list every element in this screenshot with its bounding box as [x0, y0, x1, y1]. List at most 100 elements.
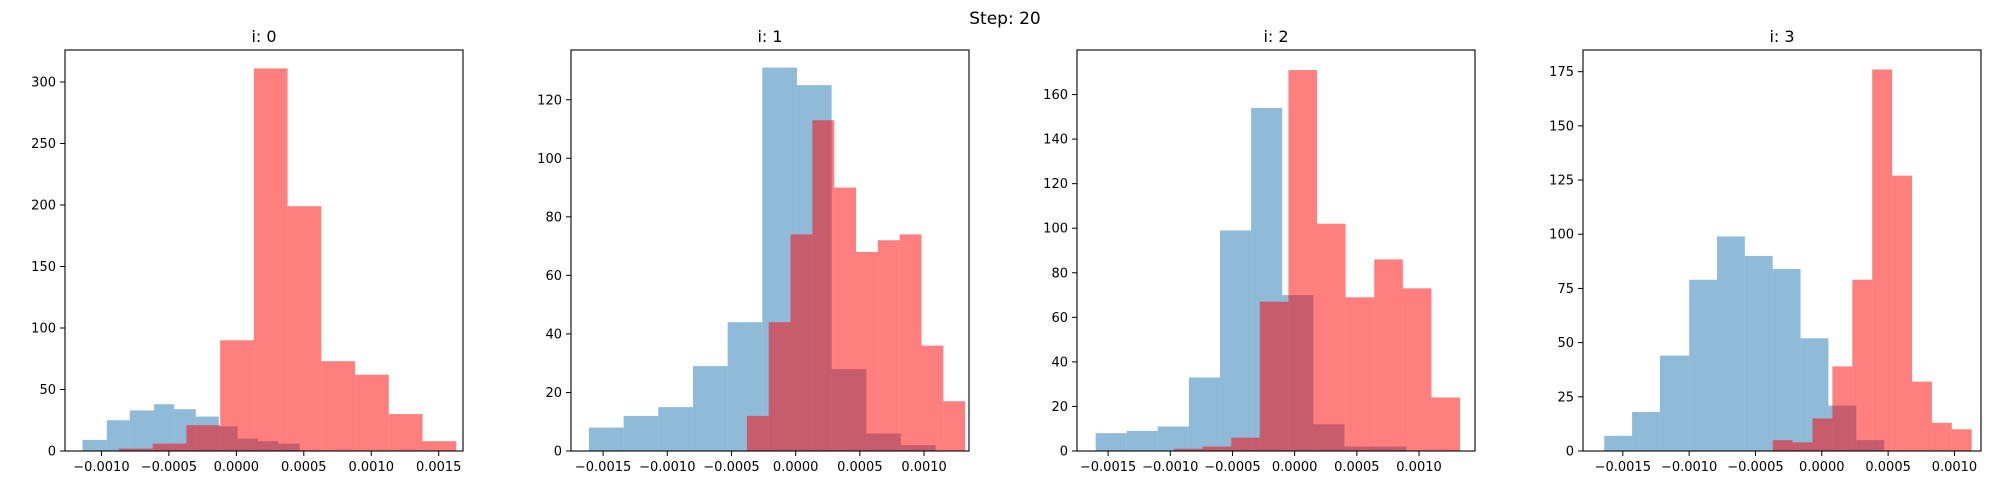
- histogram-bar: [588, 427, 624, 451]
- y-tick-label: 120: [537, 93, 562, 108]
- histogram-bar: [1812, 418, 1833, 451]
- x-tick-label: −0.0010: [1142, 460, 1198, 475]
- histogram-bar: [1604, 435, 1633, 451]
- y-tick-label: 0: [1060, 445, 1068, 460]
- histogram-bar: [1157, 426, 1189, 451]
- histogram-bar: [1402, 288, 1432, 451]
- x-tick-label: 0.0010: [349, 460, 395, 475]
- axes-frame: [1582, 49, 1982, 452]
- histogram-series-red: [118, 68, 457, 451]
- x-tick-label: −0.0015: [1595, 460, 1651, 475]
- histogram-bar: [1744, 255, 1773, 451]
- x-tick-label: −0.0005: [1204, 460, 1260, 475]
- histogram-bar: [1231, 437, 1260, 451]
- histogram-bar: [287, 206, 322, 451]
- histogram-bar: [1095, 433, 1127, 451]
- y-tick-label: 250: [31, 137, 56, 152]
- histogram-bar: [1317, 223, 1346, 451]
- x-tick-label: 0.0005: [1334, 460, 1380, 475]
- x-tick-label: 0.0000: [1272, 460, 1318, 475]
- histogram-bar: [943, 401, 966, 451]
- histogram-bar: [118, 448, 153, 451]
- y-tick-label: 150: [1549, 119, 1574, 134]
- y-tick-label: 50: [1557, 336, 1574, 351]
- histogram-bar: [623, 415, 659, 451]
- histogram-bar: [154, 404, 175, 451]
- histogram-bar: [129, 410, 155, 451]
- axes-frame: [1076, 49, 1476, 452]
- histogram-bar: [220, 340, 254, 451]
- histogram-bar: [1689, 279, 1717, 451]
- subplot-title: i: 1: [757, 27, 782, 46]
- y-tick-label: 200: [31, 198, 56, 213]
- y-tick-label: 100: [537, 152, 562, 167]
- x-tick-label: 0.0010: [901, 460, 947, 475]
- histogram-bar: [186, 425, 221, 451]
- y-tick-label: 300: [31, 75, 56, 90]
- histogram-bar: [82, 439, 107, 451]
- x-tick-label: −0.0010: [1661, 460, 1717, 475]
- x-tick-label: 0.0005: [1865, 460, 1911, 475]
- x-tick-label: 0.0000: [1799, 460, 1845, 475]
- y-tick-label: 0: [48, 445, 56, 460]
- subplot-2: −0.0015 −0.0010 −0.0005 0.0000 0.0005 0.0010 0…: [1043, 27, 1476, 475]
- histogram-bar: [1659, 355, 1690, 451]
- x-tick-label: −0.0015: [1080, 460, 1136, 475]
- y-tick-label: 80: [545, 210, 562, 225]
- histogram-bar: [1632, 411, 1660, 451]
- histogram-bar: [1792, 442, 1813, 451]
- y-tick-label: 0: [1566, 445, 1574, 460]
- y-tick-label: 100: [1043, 222, 1068, 237]
- histogram-bar: [1174, 448, 1203, 451]
- y-tick-label: 0: [554, 445, 562, 460]
- subplot-3: −0.0015 −0.0010 −0.0005 0.0000 0.0005 0.0010 0…: [1549, 27, 1982, 475]
- histogram-bar: [812, 120, 835, 452]
- x-tick-label: 0.0010: [1932, 460, 1978, 475]
- y-tick-label: 25: [1557, 390, 1574, 405]
- y-tick-label: 20: [545, 386, 562, 401]
- axes-frame: [64, 49, 464, 452]
- x-tick-label: 0.0010: [1396, 460, 1442, 475]
- histogram-bar: [1912, 381, 1932, 451]
- x-tick-label: 0.0005: [837, 460, 883, 475]
- histogram-bar: [1951, 429, 1972, 451]
- y-tick-label: 150: [31, 260, 56, 275]
- histogram-bar: [1931, 422, 1952, 451]
- x-tick-label: −0.0010: [73, 460, 129, 475]
- histogram-bar: [1288, 70, 1318, 452]
- histogram-bar: [1832, 366, 1853, 451]
- x-tick-label: 0.0015: [416, 460, 462, 475]
- y-tick-label: 75: [1557, 282, 1574, 297]
- y-tick-label: 60: [1051, 311, 1068, 326]
- y-tick-label: 20: [1051, 400, 1068, 415]
- x-tick-label: −0.0005: [1727, 460, 1783, 475]
- y-tick-label: 40: [545, 327, 562, 342]
- y-tick-label: 50: [39, 383, 56, 398]
- subplot-0: −0.0010 −0.0005 0.0000 0.0005 0.0010 0.0015 0 5…: [31, 27, 464, 475]
- y-tick-label: 40: [1051, 355, 1068, 370]
- histogram-series-red: [1174, 70, 1461, 452]
- y-tick-label: 120: [1043, 177, 1068, 192]
- histogram-series-red: [746, 120, 966, 452]
- histogram-bar: [746, 415, 769, 451]
- histogram-series-red: [1772, 69, 1972, 451]
- x-tick-label: −0.0015: [575, 460, 631, 475]
- figure-suptitle: Step: 20: [969, 9, 1040, 29]
- histogram-bar: [1716, 236, 1745, 451]
- y-tick-label: 60: [545, 269, 562, 284]
- x-tick-label: 0.0000: [773, 460, 819, 475]
- histogram-bar: [899, 234, 922, 451]
- histogram-bar: [253, 68, 288, 451]
- histogram-bar: [1772, 268, 1801, 451]
- x-tick-label: −0.0005: [703, 460, 759, 475]
- subplot-title: i: 2: [1263, 27, 1288, 46]
- histogram-bar: [790, 234, 813, 451]
- histogram-bar: [877, 240, 900, 451]
- histogram-bar: [921, 345, 944, 451]
- histogram-bar: [106, 420, 130, 451]
- histogram-bar: [1345, 297, 1375, 451]
- y-tick-label: 100: [1549, 228, 1574, 243]
- subplot-1: −0.0015 −0.0010 −0.0005 0.0000 0.0005 0.0010 0…: [537, 27, 970, 475]
- histogram-bar: [321, 361, 356, 451]
